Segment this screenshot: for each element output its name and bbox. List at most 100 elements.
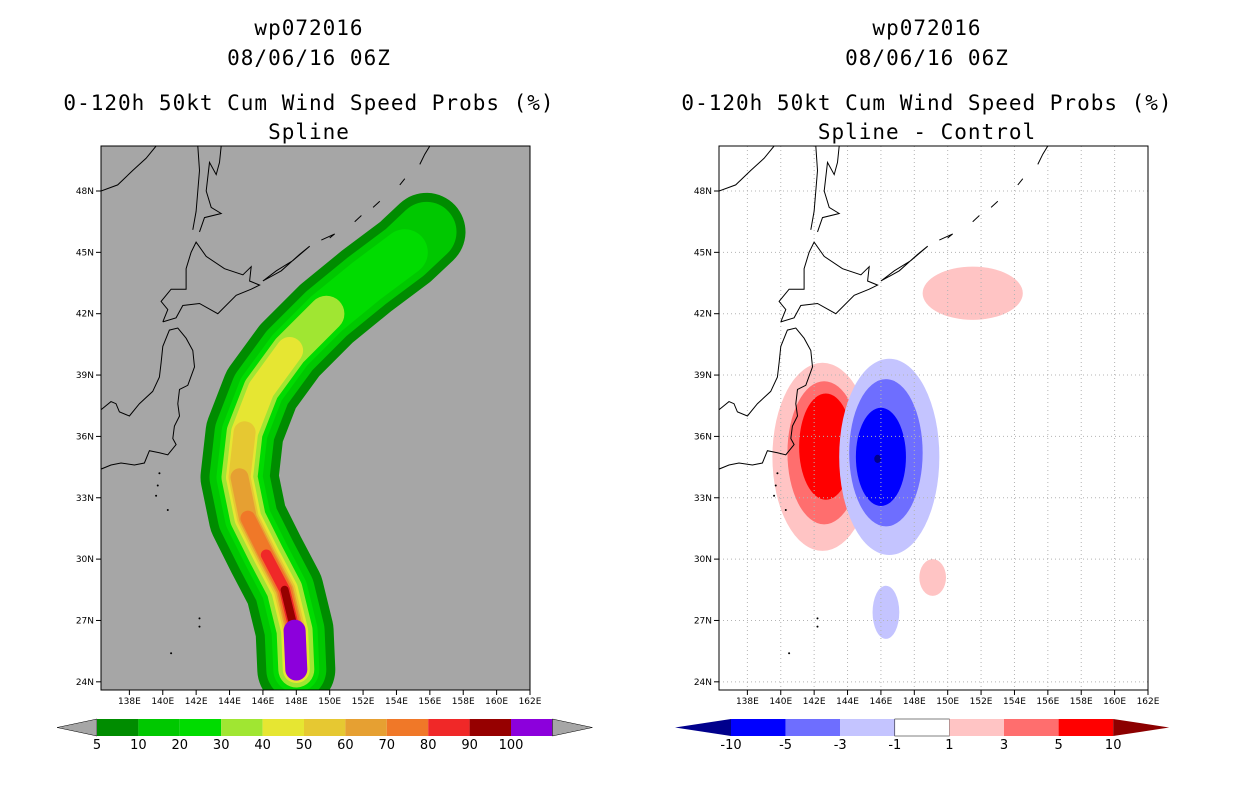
colorbar-under-arrow <box>56 718 98 737</box>
coastline <box>990 200 999 208</box>
colorbar-label: 90 <box>461 738 478 753</box>
x-tick-label: 142E <box>185 697 208 707</box>
coastline <box>419 146 431 165</box>
y-tick-label: 39N <box>76 371 94 381</box>
x-tick-label: 144E <box>836 697 859 707</box>
x-tick-label: 154E <box>385 697 408 707</box>
left-title-storm: wp072016 <box>254 16 364 40</box>
coastline <box>880 245 929 282</box>
colorbar-cell <box>840 719 895 736</box>
y-tick-label: 24N <box>76 678 94 688</box>
x-tick-label: 156E <box>1036 697 1059 707</box>
x-tick-label: 158E <box>452 697 475 707</box>
colorbar-cell <box>97 719 139 736</box>
y-tick-label: 27N <box>76 616 94 626</box>
colorbar-label: 10 <box>1105 738 1122 753</box>
colorbar-label: 10 <box>130 738 147 753</box>
coastline <box>354 215 362 223</box>
y-tick-label: 24N <box>694 678 712 688</box>
coastline <box>199 146 223 233</box>
colorbar-cell <box>949 719 1004 736</box>
colorbar-label: -1 <box>888 738 901 753</box>
island <box>170 652 173 655</box>
colorbar-cell <box>894 718 950 737</box>
right-title-method: Spline - Control <box>817 120 1037 144</box>
x-tick-label: 146E <box>869 697 892 707</box>
y-tick-label: 36N <box>76 432 94 442</box>
coastline <box>719 146 775 192</box>
coastline <box>262 245 311 282</box>
coastline <box>160 241 261 323</box>
right-title-storm: wp072016 <box>872 16 982 40</box>
right-panel: wp072016 08/06/16 06Z 0-120h 50kt Cum Wi… <box>618 0 1236 800</box>
colorbar-label: 3 <box>1000 738 1008 753</box>
plot-frame <box>718 145 1149 691</box>
island <box>156 484 159 487</box>
pos-anomaly-south <box>919 559 947 596</box>
y-tick-label: 42N <box>76 310 94 320</box>
island <box>198 625 201 628</box>
colorbar-under-arrow <box>675 719 731 736</box>
neg-anomaly-south <box>872 585 900 639</box>
left-chart: 138E 140E 142E 144E 146E 148E 150E 152E 154E 156E… <box>56 145 593 753</box>
colorbar-cell <box>731 719 786 736</box>
y-tick-label: 45N <box>76 248 94 258</box>
colorbar-cell <box>345 719 387 736</box>
island <box>788 652 791 655</box>
colorbar-label: 40 <box>254 738 271 753</box>
colorbar-label: 20 <box>172 738 189 753</box>
colorbar-cell <box>221 719 263 736</box>
x-tick-label: 150E <box>318 697 341 707</box>
colorbar-over-arrow <box>552 718 593 737</box>
plot-field <box>719 146 1148 690</box>
y-tick-label: 30N <box>694 555 712 565</box>
right-chart: 138E 140E 142E 144E 146E 148E 150E 152E 154E 156E… <box>675 145 1170 753</box>
coastline <box>101 327 196 470</box>
neg-anomaly-peak <box>874 454 881 463</box>
colorbar-cell <box>1058 719 1114 736</box>
colorbar-over-arrow <box>1113 719 1170 736</box>
y-tick-label: 33N <box>76 494 94 504</box>
plot-frame <box>100 145 531 691</box>
y-tick-label: 33N <box>694 494 712 504</box>
right-title-product: 0-120h 50kt Cum Wind Speed Probs (%) <box>681 91 1173 115</box>
x-tick-label: 138E <box>118 697 141 707</box>
y-tick-label: 42N <box>694 310 712 320</box>
swath-level-100 <box>283 619 308 681</box>
colorbar-label: -10 <box>720 738 741 753</box>
y-tick-label: 30N <box>76 555 94 565</box>
coastline <box>192 146 201 230</box>
x-tick-label: 152E <box>352 697 375 707</box>
coastline <box>1017 178 1024 186</box>
colorbar-label: 30 <box>213 738 230 753</box>
x-tick-label: 158E <box>1070 697 1093 707</box>
colorbar-label: -5 <box>779 738 792 753</box>
colorbar-cell <box>179 719 222 736</box>
y-tick-label: 48N <box>76 187 94 197</box>
x-tick-label: 162E <box>519 697 542 707</box>
colorbar-label: 50 <box>296 738 313 753</box>
island <box>155 494 158 497</box>
colorbar-label: 5 <box>93 738 101 753</box>
left-title-date: 08/06/16 06Z <box>227 46 391 70</box>
island <box>784 509 787 512</box>
left-title-product: 0-120h 50kt Cum Wind Speed Probs (%) <box>63 91 555 115</box>
colorbar-cell <box>386 719 429 736</box>
x-tick-label: 154E <box>1003 697 1026 707</box>
coastline <box>778 241 879 323</box>
colorbar-cell <box>511 719 553 736</box>
coastline <box>321 233 336 241</box>
y-tick-label: 45N <box>694 248 712 258</box>
colorbar-cell <box>428 719 470 736</box>
x-tick-label: 150E <box>936 697 959 707</box>
colorbar-cell <box>262 719 304 736</box>
pos-anomaly-north <box>922 266 1023 320</box>
x-tick-label: 140E <box>151 697 174 707</box>
plot-field <box>101 146 466 690</box>
coastline <box>810 146 819 230</box>
colorbar-label: 70 <box>379 738 396 753</box>
colorbar-cell <box>469 719 511 736</box>
island <box>773 494 776 497</box>
y-tick-label: 36N <box>694 432 712 442</box>
coastline <box>1037 146 1049 165</box>
